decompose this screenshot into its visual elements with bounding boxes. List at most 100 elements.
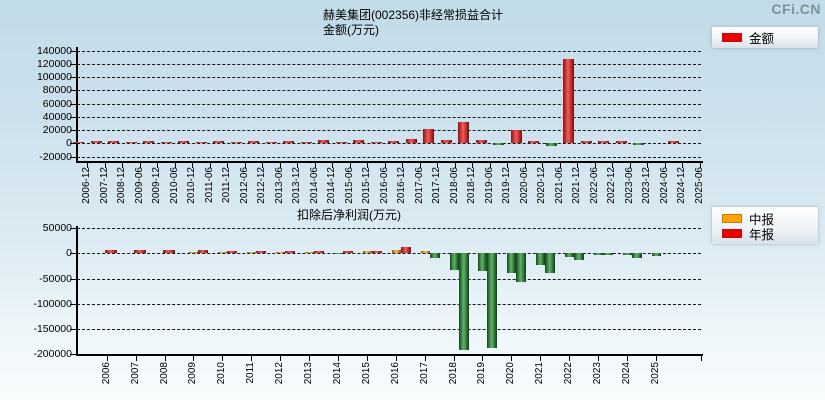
chart2-xtick bbox=[337, 356, 339, 361]
chart1-bar bbox=[475, 140, 487, 144]
chart2-bar bbox=[218, 251, 228, 254]
chart2-bar bbox=[565, 253, 575, 258]
chart2-bar bbox=[162, 249, 175, 254]
chart2-bar bbox=[189, 251, 199, 254]
chart2-xtick-label: 2023 bbox=[592, 362, 603, 385]
chart1-bar bbox=[598, 140, 609, 144]
chart2-bar bbox=[198, 250, 209, 254]
chart2-bar bbox=[574, 253, 585, 261]
chart2-legend: 中报 年报 bbox=[712, 207, 818, 244]
chart2-bar bbox=[362, 251, 372, 254]
chart1-legend: 金额 bbox=[712, 27, 818, 48]
chart1-xtick-label: 2023-06 bbox=[623, 167, 635, 204]
chart2-xtick-label: 2020 bbox=[505, 362, 517, 385]
chart2-ytick bbox=[70, 253, 77, 255]
chart1-xtick-label: 2019-12 bbox=[501, 167, 512, 204]
chart2-xtick bbox=[395, 356, 397, 361]
chart1-ytick-label: 20000 bbox=[42, 124, 72, 137]
chart1-bar bbox=[178, 141, 189, 144]
chart2-xtick bbox=[135, 356, 137, 361]
chart1-bar bbox=[90, 141, 102, 144]
chart1-bar bbox=[545, 143, 557, 147]
chart1-bar bbox=[423, 128, 434, 144]
chart1-xtick bbox=[437, 163, 438, 168]
chart1-subtitle: 金额(万元) bbox=[323, 23, 379, 37]
chart1-xtick bbox=[402, 163, 403, 168]
chart1-xtick-label: 2023-12 bbox=[641, 167, 652, 204]
chart2-xtick-label: 2006 bbox=[100, 362, 112, 385]
chart2-ytick-label: -200000 bbox=[33, 348, 72, 361]
chart1-bar bbox=[213, 141, 224, 144]
chart1-xtick-label: 2025-06 bbox=[693, 167, 705, 204]
chart2-xtick-label: 2011 bbox=[245, 362, 257, 384]
chart1-bar bbox=[73, 141, 84, 144]
chart1-xtick bbox=[612, 163, 613, 168]
chart2-bar bbox=[449, 253, 459, 271]
chart2-bar bbox=[314, 251, 324, 254]
chart1-bar bbox=[353, 139, 364, 144]
chart2-bar bbox=[536, 253, 546, 266]
chart1-xtick-label: 2010-06 bbox=[168, 167, 180, 204]
chart1-xtick bbox=[297, 163, 298, 168]
chart2-xtick-label: 2016 bbox=[389, 362, 401, 385]
chart1-ytick bbox=[70, 77, 77, 79]
chart1-bar bbox=[108, 141, 119, 144]
chart2-bar bbox=[603, 253, 613, 256]
chart1-xtick bbox=[489, 163, 491, 168]
interim-legend-swatch bbox=[722, 213, 742, 223]
amount-legend-label: 金额 bbox=[749, 32, 775, 46]
chart1-title-block: 赫美集团(002356)非经常损益合计 金额(万元) bbox=[323, 8, 503, 38]
chart1-xtick bbox=[594, 163, 596, 168]
chart1-xtick bbox=[104, 163, 106, 168]
chart2-bar bbox=[371, 250, 382, 254]
legend-item-annual: 年报 bbox=[722, 226, 818, 242]
chart2-xtick bbox=[280, 356, 282, 361]
chart1-ytick bbox=[70, 143, 77, 145]
chart2-y-axis bbox=[76, 226, 78, 356]
chart2-xtick-label: 2010 bbox=[216, 362, 228, 385]
chart2-ytick bbox=[70, 354, 77, 356]
chart1-xtick-label: 2015-12 bbox=[361, 167, 372, 204]
chart1-gridline bbox=[77, 103, 701, 105]
chart1-bar bbox=[405, 139, 417, 144]
chart1-bar bbox=[668, 140, 679, 144]
chart1-bar bbox=[143, 141, 154, 144]
chart2-gridline bbox=[77, 328, 701, 330]
chart1-gridline bbox=[77, 50, 701, 52]
chart2-xtick-label: 2009 bbox=[187, 362, 199, 385]
chart1-xtick bbox=[367, 163, 368, 168]
chart2-xtick bbox=[309, 356, 310, 361]
chart1-xtick bbox=[629, 163, 631, 168]
chart2-ytick bbox=[70, 278, 77, 280]
chart1-xtick bbox=[192, 163, 193, 168]
chart2-xtick-label: 2024 bbox=[620, 362, 632, 385]
chart2-xtick-label: 2018 bbox=[447, 362, 459, 385]
chart1-bar bbox=[195, 142, 207, 144]
chart2-bar bbox=[420, 251, 430, 254]
chart1-gridline bbox=[77, 143, 701, 145]
chart2-ytick-label: -50000 bbox=[39, 272, 72, 285]
chart1-x-axis bbox=[76, 161, 703, 163]
chart1-bar bbox=[370, 141, 382, 144]
chart1-gridline bbox=[77, 116, 701, 118]
chart1-xtick bbox=[699, 163, 701, 168]
chart2-xtick-label: 2007 bbox=[129, 362, 141, 385]
chart1-bar bbox=[388, 141, 399, 144]
chart1-bar bbox=[458, 122, 469, 144]
chart1-xtick bbox=[244, 163, 246, 168]
chart2-xtick bbox=[106, 356, 108, 361]
chart2-xtick bbox=[701, 356, 702, 361]
chart2-bar bbox=[478, 253, 488, 272]
chart1-bar bbox=[335, 141, 347, 144]
chart1-xtick bbox=[419, 163, 421, 168]
chart2-xtick bbox=[251, 356, 253, 361]
chart1-xtick-label: 2011-12 bbox=[221, 167, 232, 203]
chart1-ytick bbox=[70, 130, 77, 132]
chart1-bar bbox=[248, 141, 259, 144]
chart1-xtick bbox=[349, 163, 351, 168]
chart1-xtick bbox=[262, 163, 263, 168]
chart2-xtick bbox=[193, 356, 195, 361]
legend-item-amount: 金额 bbox=[722, 31, 775, 46]
chart2-xtick-label: 2025 bbox=[649, 362, 661, 385]
chart1-xtick-label: 2021-12 bbox=[571, 167, 582, 204]
